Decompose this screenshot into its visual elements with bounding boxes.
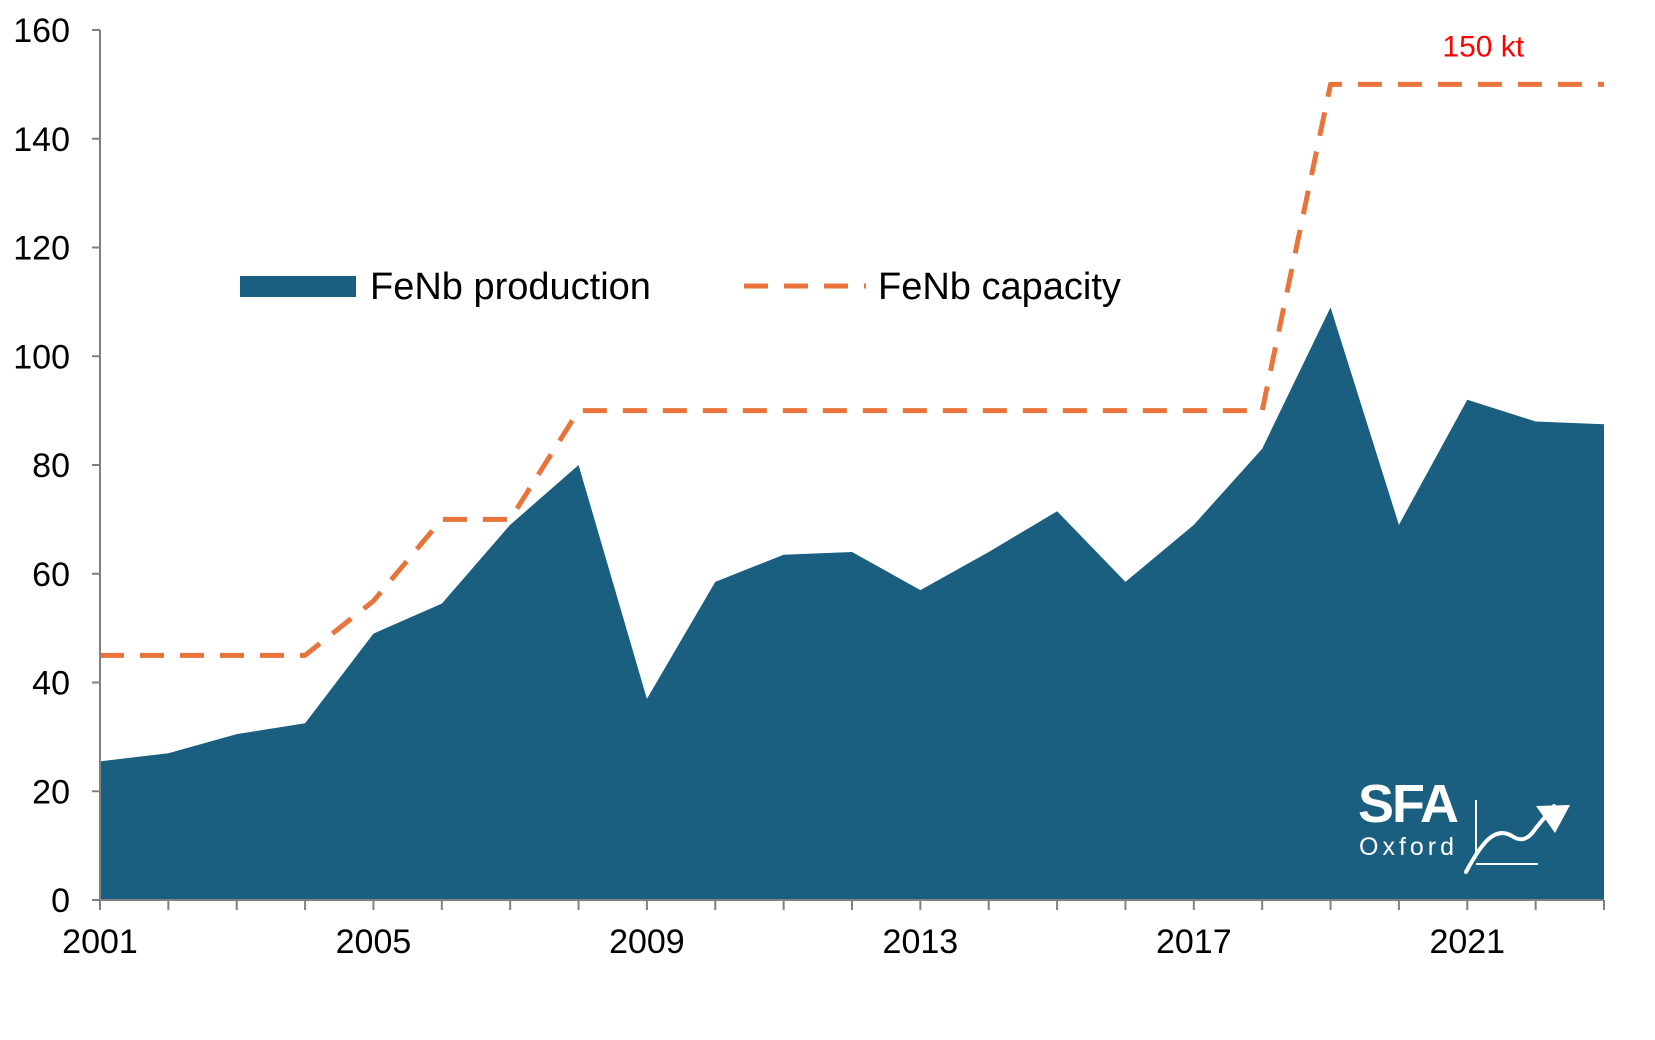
logo-sub-text: Oxford <box>1359 833 1458 861</box>
capacity-annotation: 150 kt <box>1442 31 1524 64</box>
y-tick-label: 140 <box>13 121 70 159</box>
sfa-oxford-logo: SFA Oxford <box>1358 774 1570 874</box>
x-tick-label: 2009 <box>609 923 685 961</box>
x-tick-label: 2001 <box>62 923 138 961</box>
y-tick-label: 120 <box>13 230 70 268</box>
logo-arrowhead-icon <box>1536 805 1570 833</box>
y-tick-label: 60 <box>32 556 70 594</box>
legend-production-label: FeNb production <box>370 266 651 308</box>
legend-production-swatch <box>240 276 356 297</box>
y-tick-label: 0 <box>51 882 70 920</box>
y-tick-label: 20 <box>32 773 70 811</box>
capacity-line <box>100 81 1604 658</box>
x-ticks: 2001 2005 2009 2013 2017 2021 <box>62 900 1605 961</box>
y-tick-label: 80 <box>32 447 70 485</box>
x-tick-label: 2021 <box>1429 923 1505 961</box>
plot-area <box>100 81 1604 900</box>
x-tick-label: 2005 <box>336 923 412 961</box>
y-ticks: 0 20 40 60 80 100 120 140 160 <box>13 12 100 920</box>
logo-swoosh-icon <box>1464 804 1556 874</box>
production-area <box>100 307 1604 900</box>
legend: FeNb production FeNb capacity <box>240 266 1121 308</box>
legend-capacity-label: FeNb capacity <box>878 266 1121 308</box>
x-tick-label: 2013 <box>883 923 959 961</box>
y-tick-label: 160 <box>13 12 70 50</box>
y-tick-label: 100 <box>13 338 70 376</box>
logo-main-text: SFA <box>1358 774 1458 834</box>
y-tick-label: 40 <box>32 665 70 703</box>
x-tick-label: 2017 <box>1156 923 1232 961</box>
